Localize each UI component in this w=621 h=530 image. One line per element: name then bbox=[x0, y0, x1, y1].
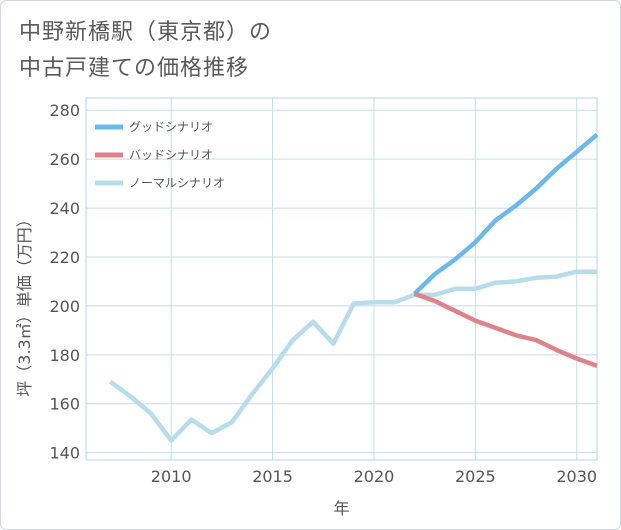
grid-lines bbox=[86, 98, 597, 460]
plot-frame bbox=[85, 97, 598, 461]
y-tick-label-200: 200 bbox=[49, 297, 80, 316]
chart-title-line-1: 中野新橋駅（東京都）の bbox=[19, 20, 273, 45]
y-tick-label-180: 180 bbox=[49, 346, 80, 365]
y-tick-label-240: 240 bbox=[49, 199, 80, 218]
x-tick-label-2015: 2015 bbox=[252, 467, 293, 486]
series-layer bbox=[108, 132, 599, 443]
y-tick-label-280: 280 bbox=[49, 101, 80, 120]
chart-title-line-2: 中古戸建ての価格推移 bbox=[19, 56, 250, 81]
x-tick-label-2025: 2025 bbox=[455, 467, 496, 486]
y-tick-label-160: 160 bbox=[49, 395, 80, 414]
x-axis-label: 年 bbox=[333, 499, 349, 518]
x-tick-labels: 2010 2015 2020 2025 2030 bbox=[151, 467, 597, 486]
x-tick-label-2020: 2020 bbox=[354, 467, 395, 486]
legend-label-1: バッドシナリオ bbox=[129, 148, 213, 162]
x-tick-label-2010: 2010 bbox=[151, 467, 192, 486]
y-tick-label-140: 140 bbox=[49, 444, 80, 463]
series-line-2 bbox=[108, 269, 597, 443]
legend-label-2: ノーマルシナリオ bbox=[129, 176, 225, 190]
chart-title: 中野新橋駅（東京都）の 中古戸建ての価格推移 bbox=[19, 15, 272, 87]
series-line-0 bbox=[412, 132, 599, 296]
y-tick-labels: 140 160 180 200 220 240 260 280 bbox=[49, 101, 80, 462]
x-tick-label-2030: 2030 bbox=[556, 467, 597, 486]
legend-label-0: グッドシナリオ bbox=[129, 120, 213, 134]
series-line-1 bbox=[413, 291, 598, 368]
y-tick-label-260: 260 bbox=[49, 150, 80, 169]
y-axis-label: 坪（3.3㎡）単価（万円） bbox=[15, 211, 34, 396]
y-tick-label-220: 220 bbox=[49, 248, 80, 267]
